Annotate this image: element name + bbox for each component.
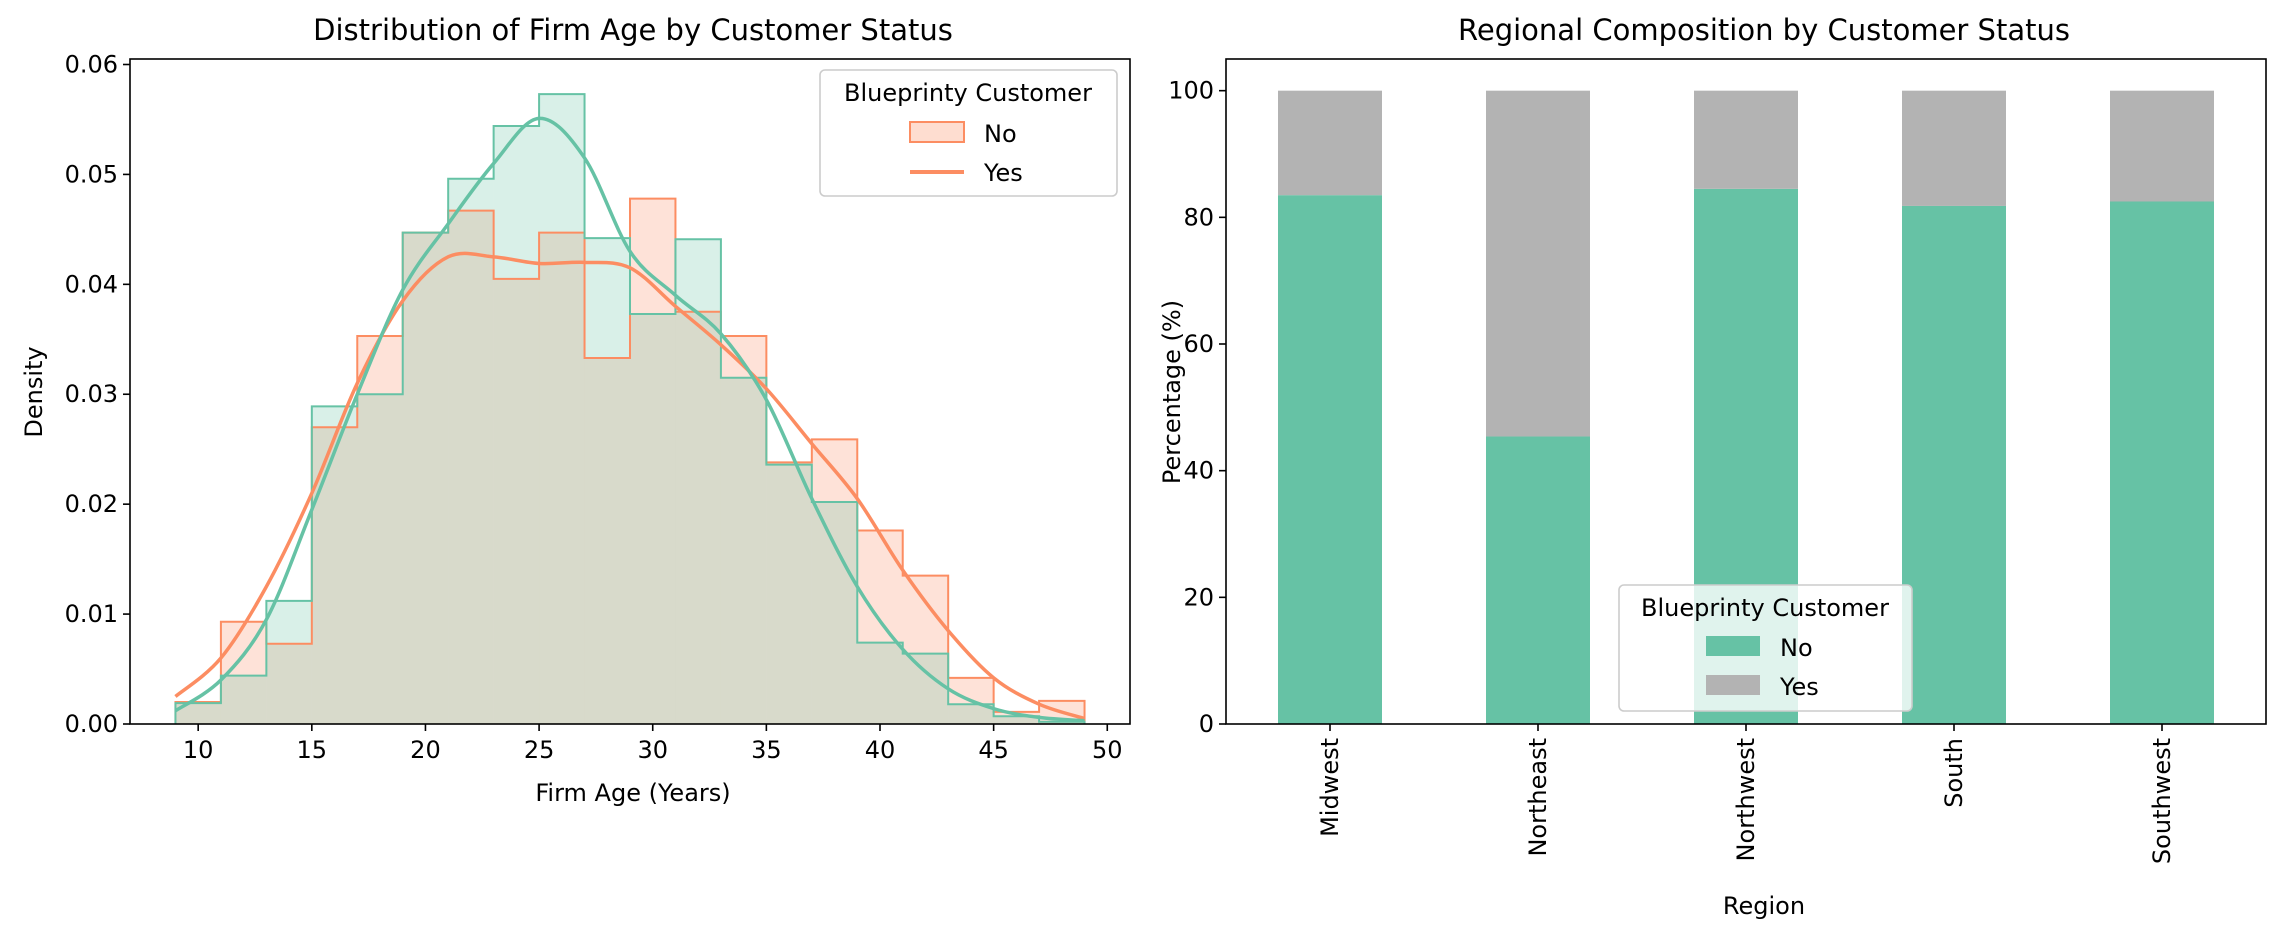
hist-y-axis-label: Density — [20, 346, 48, 437]
hist-bin-no — [402, 232, 449, 724]
hist-bin-no — [311, 406, 358, 724]
bar-y-axis-ticks: 0 20 40 60 80 100 — [1168, 77, 1226, 738]
hist-bin-no — [675, 239, 721, 724]
hist-bin-yes — [766, 462, 812, 724]
hist-bin-no — [811, 501, 858, 724]
regional-composition-bar-chart: Regional Composition by Customer Status … — [1158, 13, 2267, 920]
bar-no-midwest — [1278, 195, 1382, 724]
hist-y-tick-label: 0.03 — [65, 380, 118, 408]
bar-x-tick-label: Northwest — [1732, 738, 1760, 861]
bar-legend-frame — [1618, 584, 1913, 712]
hist-legend: Blueprinty Customer No Yes — [819, 69, 1118, 197]
bar-legend-swatch-no — [1706, 636, 1760, 656]
bar-y-axis-label: Percentage (%) — [1158, 300, 1186, 484]
bar-x-axis-label: Region — [1723, 892, 1805, 920]
hist-x-tick-label: 35 — [751, 736, 782, 764]
hist-bin-no — [902, 653, 949, 724]
bar-legend-label-yes: Yes — [1779, 673, 1819, 701]
hist-x-tick-label: 20 — [410, 736, 441, 764]
bar-yes-northwest — [1694, 90, 1798, 189]
hist-y-tick-label: 0.02 — [65, 490, 118, 518]
hist-bin-no — [357, 394, 403, 724]
bar-yes-south — [1902, 90, 2006, 206]
hist-y-tick-label: 0.05 — [65, 160, 118, 188]
hist-kde-line-no — [174, 116, 1085, 723]
hist-bin-yes — [539, 232, 585, 724]
bar-y-tick-label: 80 — [1183, 203, 1214, 231]
bar-legend-title: Blueprinty Customer — [1641, 594, 1889, 622]
hist-legend-title: Blueprinty Customer — [844, 79, 1092, 107]
hist-y-tick-label: 0.06 — [65, 50, 118, 78]
bar-title: Regional Composition by Customer Status — [1458, 13, 2070, 47]
bar-x-axis-ticks: Midwest Northeast Northwest South Southwest — [1316, 724, 2176, 864]
bar-y-tick-label: 40 — [1183, 457, 1214, 485]
hist-bin-yes — [402, 232, 449, 724]
hist-bin-no — [266, 600, 312, 724]
hist-x-tick-label: 10 — [183, 736, 214, 764]
firm-age-histogram-chart: Distribution of Firm Age by Customer Sta… — [20, 13, 1131, 807]
hist-bin-no — [630, 314, 676, 724]
hist-bin-yes — [857, 530, 903, 724]
hist-bin-no — [448, 178, 494, 724]
hist-y-tick-label: 0.00 — [65, 710, 118, 738]
hist-bin-no — [175, 703, 221, 724]
bar-no-south — [1902, 205, 2006, 724]
bar-no-southwest — [2110, 201, 2214, 724]
hist-bin-yes — [448, 210, 494, 725]
hist-legend-swatch-no — [909, 121, 965, 143]
hist-x-tick-label: 25 — [524, 736, 555, 764]
hist-x-tick-label: 15 — [297, 736, 328, 764]
hist-legend-label-yes: Yes — [983, 159, 1023, 187]
hist-bin-no — [993, 716, 1040, 724]
hist-title: Distribution of Firm Age by Customer Sta… — [313, 13, 953, 47]
bar-legend: Blueprinty Customer No Yes — [1618, 584, 1913, 712]
hist-bin-no — [220, 675, 267, 724]
bar-legend-swatch-yes — [1706, 675, 1760, 695]
bar-y-tick-label: 20 — [1183, 583, 1214, 611]
hist-x-tick-label: 45 — [978, 736, 1009, 764]
hist-x-axis-ticks: 10 15 20 25 30 35 40 45 50 — [183, 724, 1123, 764]
bar-y-tick-label: 60 — [1183, 330, 1214, 358]
hist-plot-frame — [129, 58, 1131, 725]
hist-bin-no — [1039, 721, 1085, 724]
hist-x-tick-label: 30 — [637, 736, 668, 764]
hist-bin-yes — [720, 335, 767, 724]
hist-bin-no — [539, 94, 585, 724]
bar-x-tick-label: Northeast — [1524, 738, 1552, 857]
bar-legend-label-no: No — [1780, 634, 1813, 662]
hist-bin-yes — [266, 643, 312, 724]
bar-no-northeast — [1486, 436, 1590, 724]
hist-legend-label-no: No — [984, 120, 1017, 148]
hist-kde-line-yes — [174, 251, 1086, 721]
bar-y-tick-label: 100 — [1168, 77, 1214, 105]
bar-yes-southwest — [2110, 90, 2214, 202]
hist-bin-yes — [357, 335, 403, 724]
bar-yes-midwest — [1278, 90, 1382, 196]
hist-y-axis-ticks: 0.00 0.01 0.02 0.03 0.04 0.05 0.06 — [65, 50, 130, 738]
hist-y-tick-label: 0.01 — [65, 600, 118, 628]
hist-bin-yes — [175, 702, 221, 724]
hist-legend-frame — [819, 69, 1118, 197]
hist-bin-yes — [493, 278, 540, 724]
hist-x-tick-label: 40 — [865, 736, 896, 764]
hist-y-tick-label: 0.04 — [65, 270, 118, 298]
hist-bin-no — [857, 642, 903, 724]
hist-x-tick-label: 50 — [1092, 736, 1123, 764]
hist-bin-yes — [584, 357, 630, 724]
hist-bin-no — [584, 238, 630, 724]
bar-x-tick-label: Midwest — [1316, 738, 1344, 837]
hist-marks — [174, 93, 1086, 725]
bar-x-tick-label: Southwest — [2148, 738, 2176, 864]
hist-bin-no — [766, 464, 812, 724]
bar-x-tick-label: South — [1940, 738, 1968, 808]
hist-bin-no — [493, 126, 540, 725]
hist-bin-yes — [675, 311, 721, 724]
hist-step-outline-no — [174, 93, 1086, 724]
hist-bin-no — [720, 377, 767, 724]
bar-yes-northeast — [1486, 90, 1590, 437]
hist-bin-no — [948, 704, 994, 724]
hist-x-axis-label: Firm Age (Years) — [535, 779, 730, 807]
bar-y-tick-label: 0 — [1199, 710, 1214, 738]
